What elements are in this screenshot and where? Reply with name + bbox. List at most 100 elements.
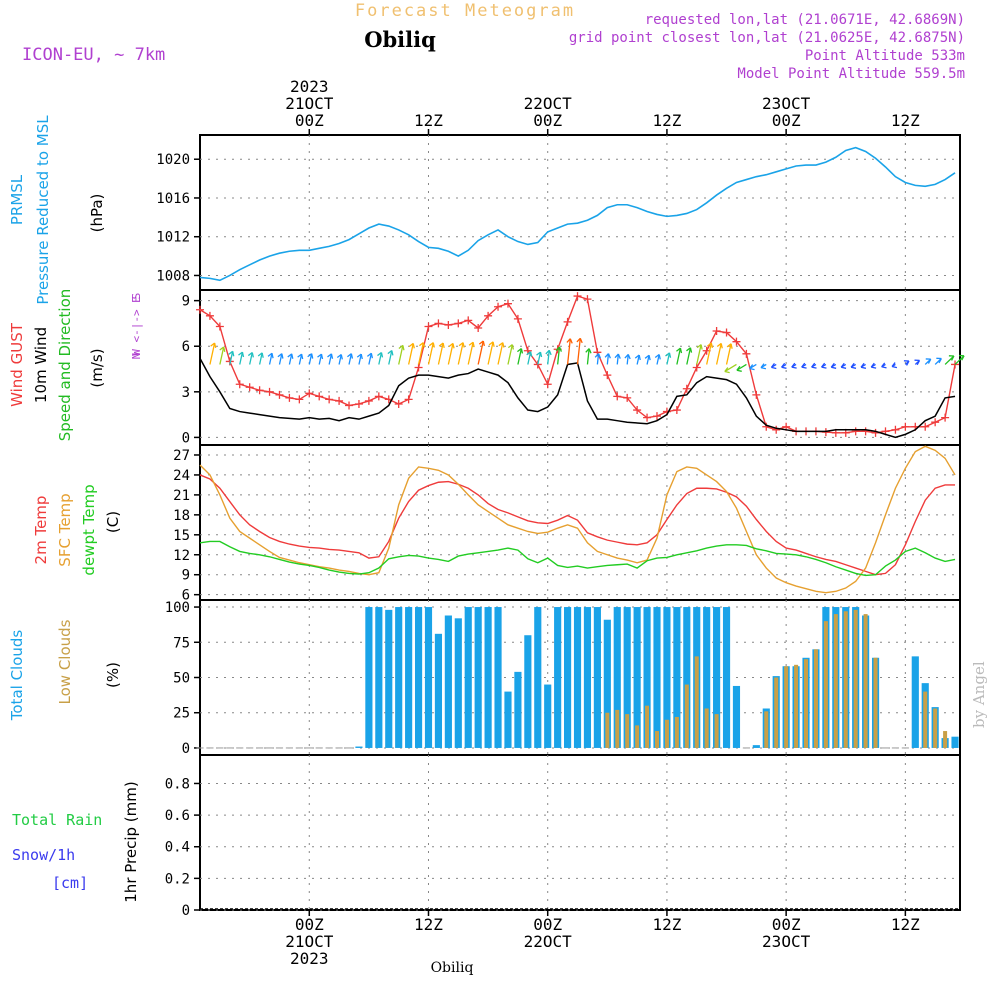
wind-arrow-head xyxy=(219,346,226,353)
wind-arrow-head xyxy=(791,362,797,369)
gust-point xyxy=(424,322,433,331)
gust-point xyxy=(603,371,612,380)
gust-point xyxy=(643,413,652,422)
wind-arrow-head xyxy=(604,353,611,359)
wind-arrow xyxy=(557,346,561,365)
total-cloud-bar xyxy=(643,607,651,748)
temperature-series xyxy=(199,445,956,594)
temperature-ytick-label: 27 xyxy=(173,448,190,464)
wind-arrow-head xyxy=(925,358,932,364)
wind-arrow xyxy=(696,344,702,365)
pressure-line xyxy=(199,146,956,282)
wind-arrow-head xyxy=(959,354,965,361)
low-cloud-bar xyxy=(704,708,709,748)
clouds-ytick-label: 50 xyxy=(173,671,190,687)
gust-point xyxy=(752,390,761,399)
wind-arrow xyxy=(636,354,640,365)
gust-point xyxy=(215,322,224,331)
bottom-axis-label: 00Z xyxy=(533,915,562,934)
wind-ytick-label: 0 xyxy=(182,430,190,446)
panel-pressure: 1008 1012 1016 1020 xyxy=(156,134,961,291)
wind-arrow-head xyxy=(458,342,465,348)
wind-arrow xyxy=(358,353,362,365)
total-cloud-bar xyxy=(554,607,562,748)
wind-arrow xyxy=(447,343,454,365)
top-axis-label: 21OCT xyxy=(285,94,334,113)
precipitation-ytick-label: 0 xyxy=(182,903,190,919)
gust-point xyxy=(921,422,930,431)
total-cloud-bar xyxy=(911,656,919,748)
point-altitude: Point Altitude 533m xyxy=(805,48,965,64)
wind-arrow xyxy=(736,363,747,371)
wind-arrow-head xyxy=(526,351,533,357)
wind-arrow xyxy=(954,355,965,365)
top-axis-label: 00Z xyxy=(772,111,801,130)
gust-point xyxy=(345,401,354,410)
wind-arrow xyxy=(229,351,234,365)
wind-arrow-head xyxy=(654,353,661,360)
wind-arrow-head xyxy=(418,342,426,348)
temp-sfc-label: SFC Temp xyxy=(56,493,74,566)
low-cloud-bar xyxy=(645,705,650,748)
wind-arrow xyxy=(298,353,303,365)
top-axis-label: 12Z xyxy=(414,111,443,130)
wind-arrow-head xyxy=(438,342,445,349)
wind-arrow xyxy=(715,343,722,365)
wind-arrow xyxy=(338,354,342,365)
gust-point xyxy=(851,427,860,436)
wind-arrow xyxy=(308,353,313,365)
wind-arrow-head xyxy=(760,363,767,370)
gust-point xyxy=(235,380,244,389)
gust-point xyxy=(305,389,314,398)
gust-point xyxy=(394,399,403,408)
top-axis-label: 00Z xyxy=(295,111,324,130)
gust-point xyxy=(245,383,254,392)
wind-gust-label: Wind GUST xyxy=(8,322,26,407)
bottom-axis-label: 22OCT xyxy=(524,932,573,951)
wind-arrow xyxy=(586,348,590,365)
precip-units: 1hr Precip (mm) xyxy=(122,781,140,902)
low-cloud-bar xyxy=(853,609,858,748)
gust-point xyxy=(772,425,781,434)
wind-arrow xyxy=(656,354,660,365)
low-cloud-bar xyxy=(843,611,848,748)
low-cloud-bar xyxy=(714,714,719,748)
wind-arrow xyxy=(676,348,682,365)
low-cloud-bar xyxy=(933,708,938,748)
pressure-ytick-label: 1020 xyxy=(156,152,190,168)
wind-arrow-head xyxy=(210,342,217,349)
total-cloud-bar xyxy=(613,607,621,748)
wind-arrow-head xyxy=(634,354,641,361)
wind-arrow-head xyxy=(307,353,314,359)
bottom-axis-label: 23OCT xyxy=(762,932,811,951)
model-name: ICON-EU, ~ 7km xyxy=(22,45,165,65)
gust-point xyxy=(573,292,582,301)
bottom-axis-label: 2023 xyxy=(290,949,329,968)
total-cloud-bar xyxy=(564,607,572,748)
wind-arrow-head xyxy=(377,351,384,358)
clouds-units: (%) xyxy=(104,662,122,688)
requested-coords: requested lon,lat (21.0671E, 42.6869N) xyxy=(645,12,965,28)
precipitation-frame xyxy=(199,754,961,911)
gust-point xyxy=(196,305,204,314)
credit-watermark: by Angel xyxy=(970,661,988,728)
compass: NW <-|-> ES xyxy=(130,293,143,360)
chart-title: Forecast Meteogram xyxy=(355,1,575,21)
wind-arrow xyxy=(368,353,372,365)
low-cloud-bar xyxy=(625,714,630,748)
gust-point xyxy=(374,392,383,401)
total-cloud-bar xyxy=(683,607,691,748)
wind-arrow-head xyxy=(676,347,683,354)
total-cloud-bar xyxy=(752,745,760,748)
wind-arrow-head xyxy=(811,362,817,369)
wind-arrow xyxy=(328,353,333,365)
gust-point xyxy=(732,337,741,346)
total-cloud-bar xyxy=(385,609,393,748)
top-axis-label: 12Z xyxy=(652,111,681,130)
temp-2m-line xyxy=(199,474,956,576)
grid-coords: grid point closest lon,lat (21.0625E, 42… xyxy=(569,30,965,46)
wind-arrow xyxy=(626,354,629,365)
panel-clouds: 0 25 50 75 100 xyxy=(165,599,961,757)
wind-ytick-label: 3 xyxy=(182,385,190,401)
